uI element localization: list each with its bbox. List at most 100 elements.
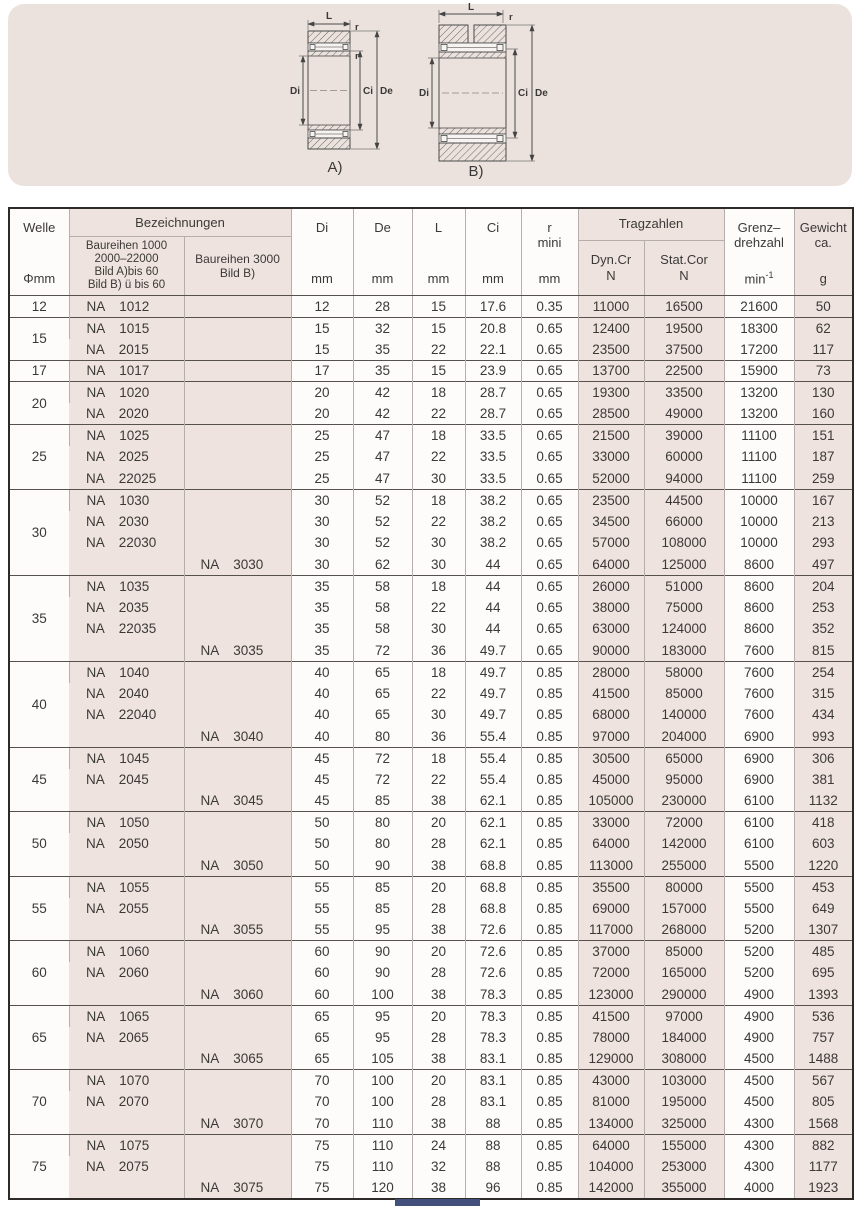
dyn-cr-value: 45000 — [577, 768, 644, 790]
l-value: 28 — [411, 897, 465, 919]
de-value: 65 — [352, 682, 412, 704]
dyn-cr-value: 134000 — [577, 1112, 644, 1134]
r-mini-value: 0.85 — [520, 725, 578, 747]
ci-value: 55.4 — [464, 768, 521, 790]
l-value: 28 — [411, 833, 465, 855]
grenzdrehzahl-value: 5500 — [723, 854, 794, 876]
stat-cor-value: 255000 — [643, 854, 724, 876]
gewicht-value: 352 — [793, 618, 853, 640]
dim-label-l: L — [326, 11, 332, 22]
dyn-cr-value: 72000 — [577, 962, 644, 984]
de-value: 47 — [352, 446, 412, 468]
gewicht-value: 167 — [793, 488, 853, 511]
gewicht-value: 805 — [793, 1091, 853, 1113]
l-value: 38 — [411, 854, 465, 876]
stat-cor-value: 66000 — [643, 510, 724, 532]
table-row: 60 NA 1060 60 90 20 72.6 0.85 37000 85000 5200 485 — [9, 940, 853, 1005]
l-value: 38 — [411, 983, 465, 1005]
designation-series-3000 — [183, 316, 291, 339]
designation-series-3000 — [183, 811, 291, 833]
designation-text: NA 1012 — [86, 298, 150, 314]
di-value: 55 — [290, 919, 353, 941]
grenzdrehzahl-value: 5500 — [723, 897, 794, 919]
stat-cor-value: 22500 — [643, 359, 724, 382]
designation-series-3000 — [183, 1026, 291, 1048]
de-value: 52 — [352, 510, 412, 532]
gewicht-value: 649 — [793, 897, 853, 919]
table-row: 75 NA 1075 75 110 24 88 0.85 64000 155000 4300 882 — [9, 1133, 853, 1199]
designation-series-3000 — [183, 682, 291, 704]
stat-cor-value: 253000 — [643, 1155, 724, 1177]
de-value: 58 — [352, 574, 412, 597]
dyn-cr-value: 81000 — [577, 1091, 644, 1113]
r-mini-value: 0.85 — [520, 682, 578, 704]
r-mini-value: 0.65 — [520, 553, 578, 575]
dyn-cr-value: 123000 — [577, 983, 644, 1005]
designation-series-1000: NA 2060 — [69, 962, 184, 984]
di-value: 60 — [290, 962, 353, 984]
di-value: 30 — [290, 488, 353, 511]
designation-series-3000 — [183, 295, 291, 317]
welle-value: 75 — [9, 1133, 69, 1199]
r-mini-value: 0.85 — [520, 704, 578, 726]
designation-series-3000 — [183, 532, 291, 554]
gewicht-value: 757 — [793, 1026, 853, 1048]
designation-text: NA 3070 — [200, 1115, 264, 1131]
designation-series-3000 — [183, 596, 291, 618]
designation-series-3000 — [183, 704, 291, 726]
de-value: 95 — [352, 1026, 412, 1048]
grenzdrehzahl-value: 7600 — [723, 704, 794, 726]
ci-value: 78.3 — [464, 1004, 521, 1027]
dyn-cr-value: 117000 — [577, 919, 644, 941]
r-mini-header: r mini mm — [520, 208, 578, 296]
di-value: 50 — [290, 833, 353, 855]
de-value: 42 — [352, 403, 412, 425]
bearing-spec-table: Welle Φmm Bezeichnungen Baureihen 1000 2… — [8, 207, 854, 1200]
dyn-cr-value: 33000 — [577, 446, 644, 468]
dim-label-de: De — [535, 88, 548, 99]
l-value: 22 — [411, 338, 465, 360]
designation-text: NA 1030 — [86, 492, 150, 508]
de-value: 58 — [352, 618, 412, 640]
grenzdrehzahl-value: 5500 — [723, 875, 794, 898]
designation-series-1000: NA 1045 — [68, 746, 184, 769]
dyn-cr-value: 52000 — [577, 467, 644, 489]
designation-text: NA 1020 — [86, 385, 150, 400]
gewicht-value: 1488 — [793, 1048, 853, 1070]
di-value: 25 — [290, 467, 353, 489]
gewicht-value: 603 — [793, 833, 853, 855]
gewicht-value: 117 — [793, 338, 853, 360]
l-value: 30 — [411, 532, 465, 554]
designation-series-1000 — [69, 1048, 184, 1070]
gewicht-value: 815 — [793, 639, 853, 661]
de-value: 62 — [352, 553, 412, 575]
designation-text: NA 2035 — [86, 599, 149, 615]
ci-value: 33.5 — [464, 424, 521, 446]
designation-series-3000 — [183, 338, 291, 360]
di-value: 65 — [290, 1026, 353, 1048]
dim-label-ci: Ci — [518, 88, 528, 99]
grenzdrehzahl-value: 4900 — [723, 1026, 794, 1048]
designation-series-3000 — [183, 1133, 291, 1156]
de-value: 80 — [352, 725, 412, 747]
r-mini-value: 0.85 — [520, 854, 578, 876]
footer-tab — [395, 1199, 480, 1206]
de-value: 110 — [352, 1155, 412, 1177]
dyn-cr-value: 12400 — [577, 316, 644, 339]
de-value: 90 — [352, 940, 412, 962]
de-value: 28 — [352, 295, 412, 317]
designation-series-1000: NA 1075 — [68, 1133, 184, 1156]
l-value: 18 — [411, 381, 465, 403]
designation-series-1000 — [69, 1112, 184, 1134]
designation-series-1000: NA 2020 — [69, 403, 184, 425]
ci-value: 44 — [464, 553, 521, 575]
r-mini-value: 0.85 — [520, 833, 578, 855]
stat-cor-value: 49000 — [643, 403, 724, 425]
di-value: 75 — [290, 1133, 353, 1156]
ci-value: 83.1 — [464, 1048, 521, 1070]
welle-value: 15 — [9, 316, 69, 360]
ci-value: 49.7 — [464, 639, 521, 661]
r-mini-value: 0.65 — [520, 316, 578, 339]
r-mini-value: 0.85 — [520, 1155, 578, 1177]
ci-value: 55.4 — [464, 725, 521, 747]
